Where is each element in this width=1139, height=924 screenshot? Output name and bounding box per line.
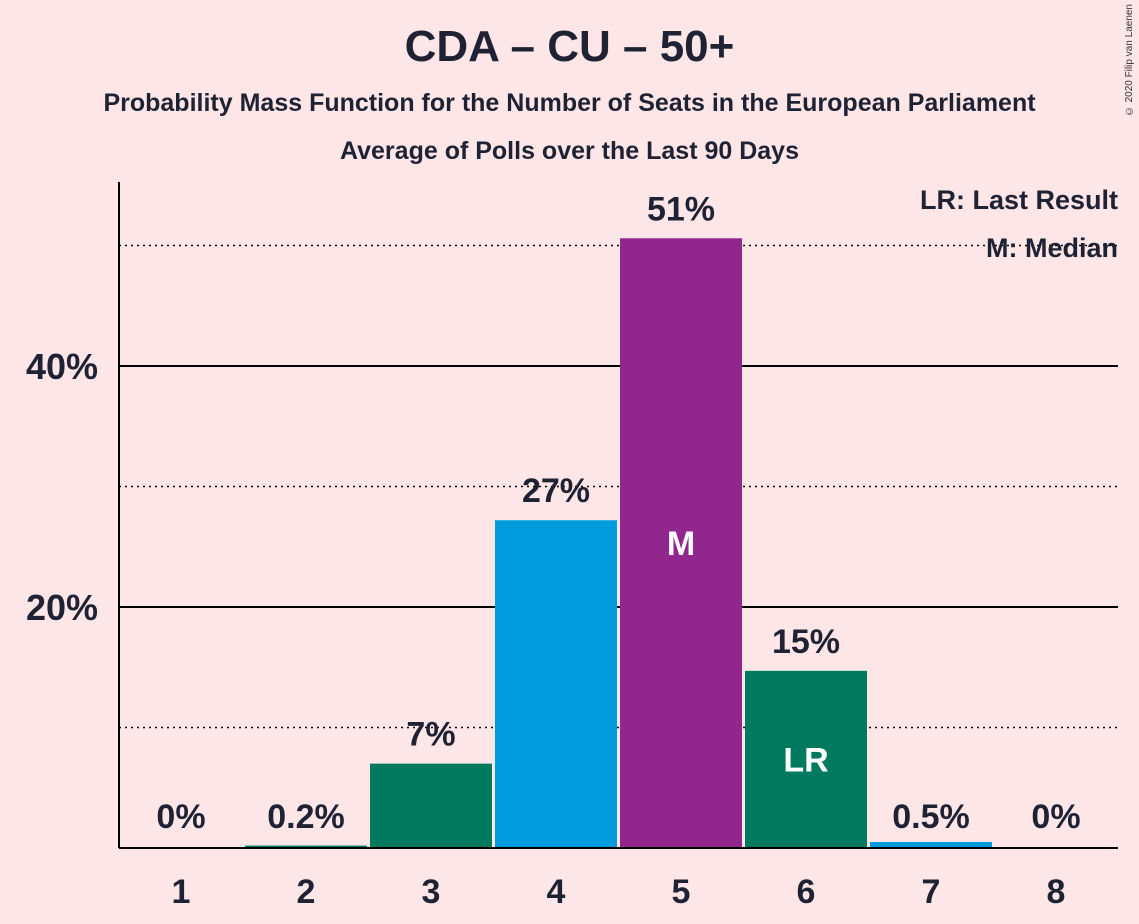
legend-last-result: LR: Last Result (920, 185, 1118, 215)
x-tick-label: 2 (297, 873, 316, 911)
chart-subtitle-2: Average of Polls over the Last 90 Days (340, 137, 799, 165)
bar (245, 845, 367, 848)
bar (870, 841, 992, 848)
data-label: 51% (647, 190, 715, 228)
bar (370, 763, 492, 848)
y-tick-label: 20% (26, 587, 98, 628)
bar (495, 520, 617, 848)
bar (745, 670, 867, 848)
chart-subtitle: Probability Mass Function for the Number… (103, 89, 1036, 117)
chart-title: CDA – CU – 50+ (404, 22, 735, 71)
axis-layer (118, 182, 1118, 849)
bar-marker: LR (783, 741, 828, 779)
data-label: 27% (522, 472, 590, 510)
data-label: 0% (156, 798, 205, 836)
data-label: 0.5% (892, 798, 970, 836)
x-tick-label: 1 (172, 873, 191, 911)
legend-median: M: Median (986, 233, 1118, 263)
x-tick-label: 5 (672, 873, 691, 911)
x-tick-label: 6 (797, 873, 816, 911)
bar-marker: M (667, 525, 695, 563)
x-tick-label: 4 (547, 873, 566, 911)
grid-layer (119, 244, 1118, 729)
y-tick-label: 40% (26, 346, 98, 387)
x-tick-label: 7 (922, 873, 941, 911)
data-label: 15% (772, 623, 840, 661)
data-label: 0% (1031, 798, 1080, 836)
x-tick-label: 8 (1047, 873, 1066, 911)
data-label: 7% (406, 716, 455, 754)
data-label: 0.2% (267, 798, 345, 836)
bar-layer (245, 238, 992, 848)
bar (620, 238, 742, 848)
x-tick-label: 3 (422, 873, 441, 911)
